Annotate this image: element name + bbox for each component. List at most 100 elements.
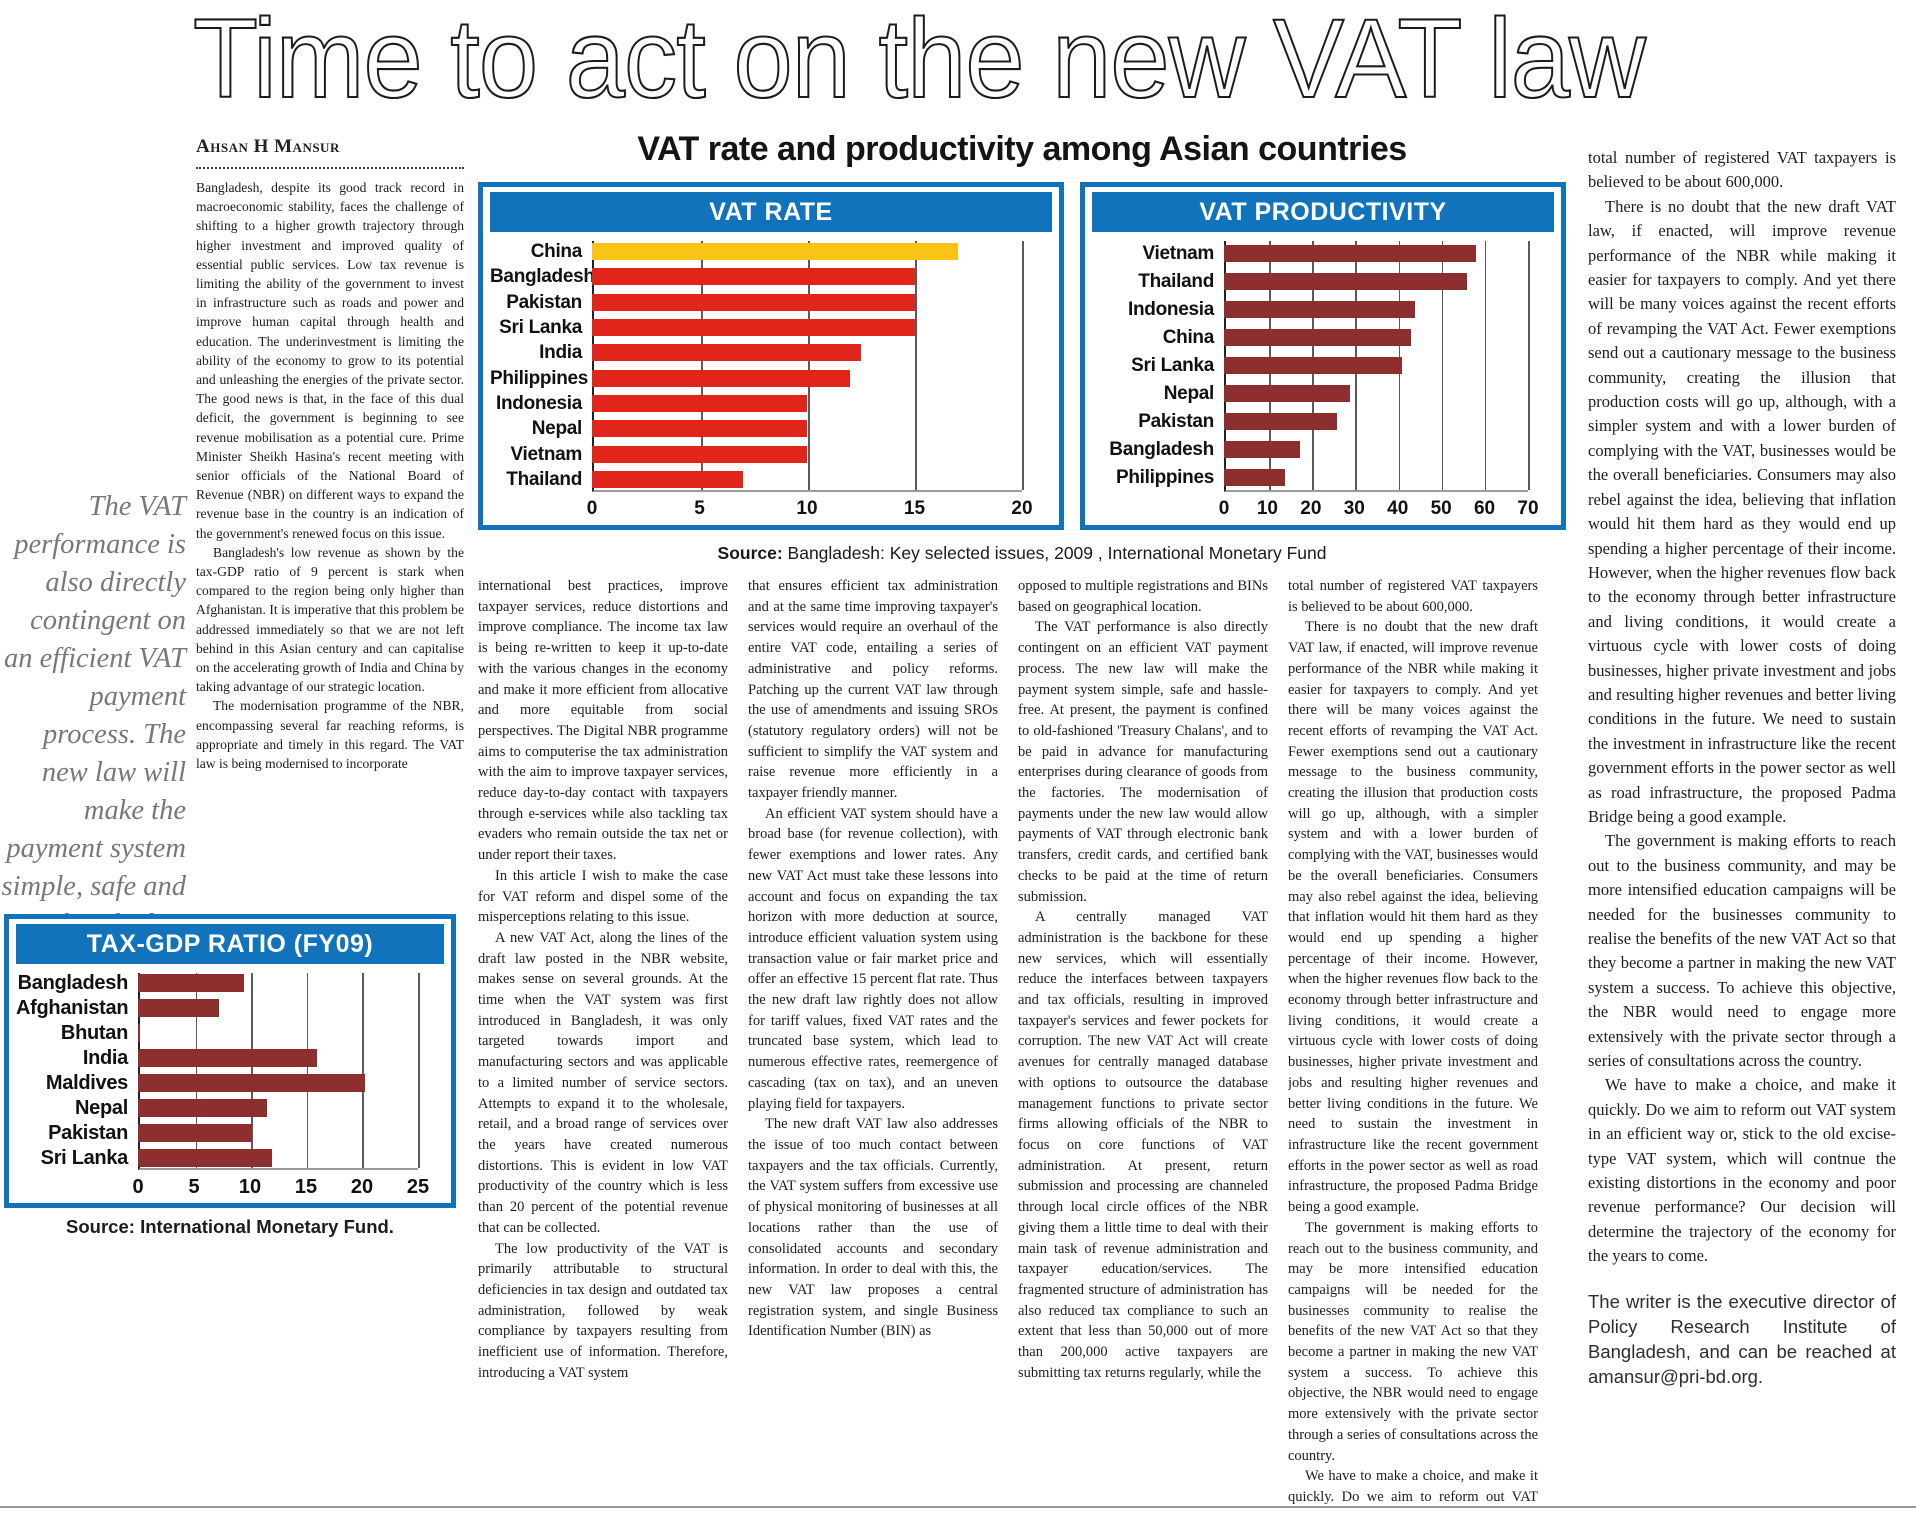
- bar-label: Indonesia: [496, 392, 582, 414]
- paragraph: The new draft VAT law also addresses the…: [748, 1116, 998, 1340]
- chart-row: Indonesia: [1092, 295, 1554, 323]
- axis-tick-label: 70: [1517, 498, 1539, 519]
- bar-bhutan: [138, 1024, 140, 1043]
- bar-label: Philippines: [490, 367, 589, 389]
- bar-label: Vietnam: [510, 443, 583, 465]
- bar-india: [592, 344, 861, 362]
- chart-bars: Vietnam Thailand Indonesia China Sri Lanka Ne…: [1092, 239, 1554, 492]
- tax-gdp-source-line: Source: International Monetary Fund.: [4, 1216, 456, 1238]
- chart-row: Pakistan: [1092, 408, 1554, 436]
- chart-row: Nepal: [1092, 380, 1554, 408]
- chart-row: India: [16, 1046, 444, 1071]
- bar-track: [1224, 351, 1528, 379]
- bar-track: [592, 315, 1022, 340]
- bar-philippines: [1224, 469, 1285, 487]
- bar-label: Vietnam: [1142, 242, 1215, 264]
- paragraph: international best practices, improve ta…: [478, 578, 728, 864]
- paragraph: that ensures efficient tax administratio…: [748, 578, 998, 802]
- chart-row: Bangladesh: [490, 264, 1052, 289]
- bar-track: [138, 1071, 418, 1096]
- chart-row: Bangladesh: [1092, 436, 1554, 464]
- bar-india: [138, 1049, 318, 1068]
- chart-row: Philippines: [490, 365, 1052, 390]
- bar-track: [592, 264, 1022, 289]
- bar-label: India: [82, 1047, 128, 1070]
- bar-indonesia: [592, 394, 807, 412]
- axis-tick-label: 50: [1430, 498, 1452, 519]
- column-5: total number of registered VAT taxpayers…: [1288, 576, 1538, 1508]
- chart-row: Pakistan: [16, 1120, 444, 1145]
- bar-track: [592, 239, 1022, 264]
- bar-label: Bhutan: [60, 1022, 128, 1045]
- bar-bangladesh: [138, 974, 245, 993]
- paragraph: There is no doubt that the new draft VAT…: [1288, 619, 1538, 1216]
- bar-label: Pakistan: [1138, 411, 1214, 433]
- bar-track: [592, 467, 1022, 492]
- bar-pakistan: [138, 1123, 253, 1142]
- pull-quote: The VAT performance is also directly con…: [1, 491, 186, 940]
- axis-tick-label: 0: [1218, 498, 1230, 519]
- column-right: total number of registered VAT taxpayers…: [1588, 146, 1896, 1510]
- bar-nepal: [138, 1098, 267, 1117]
- paragraph: The government is making efforts to reac…: [1588, 831, 1896, 1071]
- bar-track: [138, 1120, 418, 1145]
- bar-label: India: [539, 342, 582, 364]
- paragraph: A new VAT Act, along the lines of the dr…: [478, 929, 728, 1236]
- axis-tick-label: 20: [1300, 498, 1322, 519]
- chart-row: Bangladesh: [16, 971, 444, 996]
- column-2: international best practices, improve ta…: [478, 576, 728, 1508]
- bar-track: [1224, 239, 1528, 267]
- bar-label: Nepal: [1163, 383, 1215, 405]
- chart-panel-vat-rate: VAT RATE China Bangladesh Pakistan Sri Lank…: [478, 182, 1064, 530]
- source-label: Source:: [717, 543, 783, 563]
- bar-label: Sri Lanka: [499, 317, 582, 339]
- paragraph: There is no doubt that the new draft VAT…: [1588, 196, 1896, 826]
- bar-track: [138, 1095, 418, 1120]
- chart-row: China: [490, 239, 1052, 264]
- chart-panel-tax-gdp-ratio: TAX-GDP RATIO (FY09) Bangladesh Afghanist…: [4, 914, 456, 1208]
- bar-track: [592, 391, 1022, 416]
- paragraph: An efficient VAT system should have a br…: [748, 805, 998, 1112]
- bar-label: China: [530, 241, 583, 263]
- dotted-rule: [196, 158, 464, 169]
- bar-track: [1224, 464, 1528, 492]
- bar-label: Indonesia: [1128, 298, 1214, 320]
- bar-bangladesh: [1224, 441, 1300, 459]
- chart-plot-area: China Bangladesh Pakistan Sri Lanka India Phi…: [490, 235, 1052, 522]
- charts-source-line: Source: Bangladesh: Key selected issues,…: [478, 543, 1566, 564]
- chart-x-axis: 0 5 10 15 20: [587, 492, 1033, 522]
- chart-row: India: [490, 340, 1052, 365]
- bar-bangladesh: [592, 268, 915, 286]
- bar-track: [1224, 323, 1528, 351]
- chart-row: Thailand: [490, 467, 1052, 492]
- bar-track: [138, 1145, 418, 1170]
- chart-plot-area: Bangladesh Afghanistan Bhutan India Maldives…: [16, 967, 444, 1200]
- chart-bars: Bangladesh Afghanistan Bhutan India Maldives…: [16, 971, 444, 1170]
- bar-track: [592, 365, 1022, 390]
- charts-block-title: VAT rate and productivity among Asian co…: [637, 130, 1407, 168]
- bar-track: [1224, 267, 1528, 295]
- bar-china: [592, 243, 958, 261]
- chart-row: Indonesia: [490, 391, 1052, 416]
- chart-row: Vietnam: [1092, 239, 1554, 267]
- axis-tick-label: 15: [294, 1176, 318, 1198]
- paragraph: opposed to multiple registrations and BI…: [1018, 578, 1268, 615]
- bar-label: Pakistan: [48, 1121, 128, 1144]
- bottom-rule: [0, 1506, 1916, 1508]
- bar-pakistan: [1224, 413, 1337, 431]
- bar-afghanistan: [138, 999, 219, 1018]
- column-3: that ensures efficient tax administratio…: [748, 576, 998, 1508]
- paragraph: Bangladesh, despite its good track recor…: [196, 180, 464, 541]
- chart-row: Philippines: [1092, 464, 1554, 492]
- bar-label: Nepal: [75, 1096, 128, 1119]
- chart-row: Pakistan: [490, 290, 1052, 315]
- bar-vietnam: [592, 445, 807, 463]
- chart-title-bar: VAT RATE: [490, 192, 1052, 232]
- paragraph: The government is making efforts to reac…: [1288, 1219, 1538, 1464]
- paragraph: We have to make a choice, and make it qu…: [1288, 1468, 1538, 1505]
- axis-tick-label: 5: [694, 498, 705, 519]
- chart-title-bar: TAX-GDP RATIO (FY09): [16, 924, 444, 964]
- bar-label: China: [1162, 326, 1215, 348]
- bar-label: Maldives: [45, 1071, 128, 1094]
- paragraph: The modernisation programme of the NBR, …: [196, 698, 464, 772]
